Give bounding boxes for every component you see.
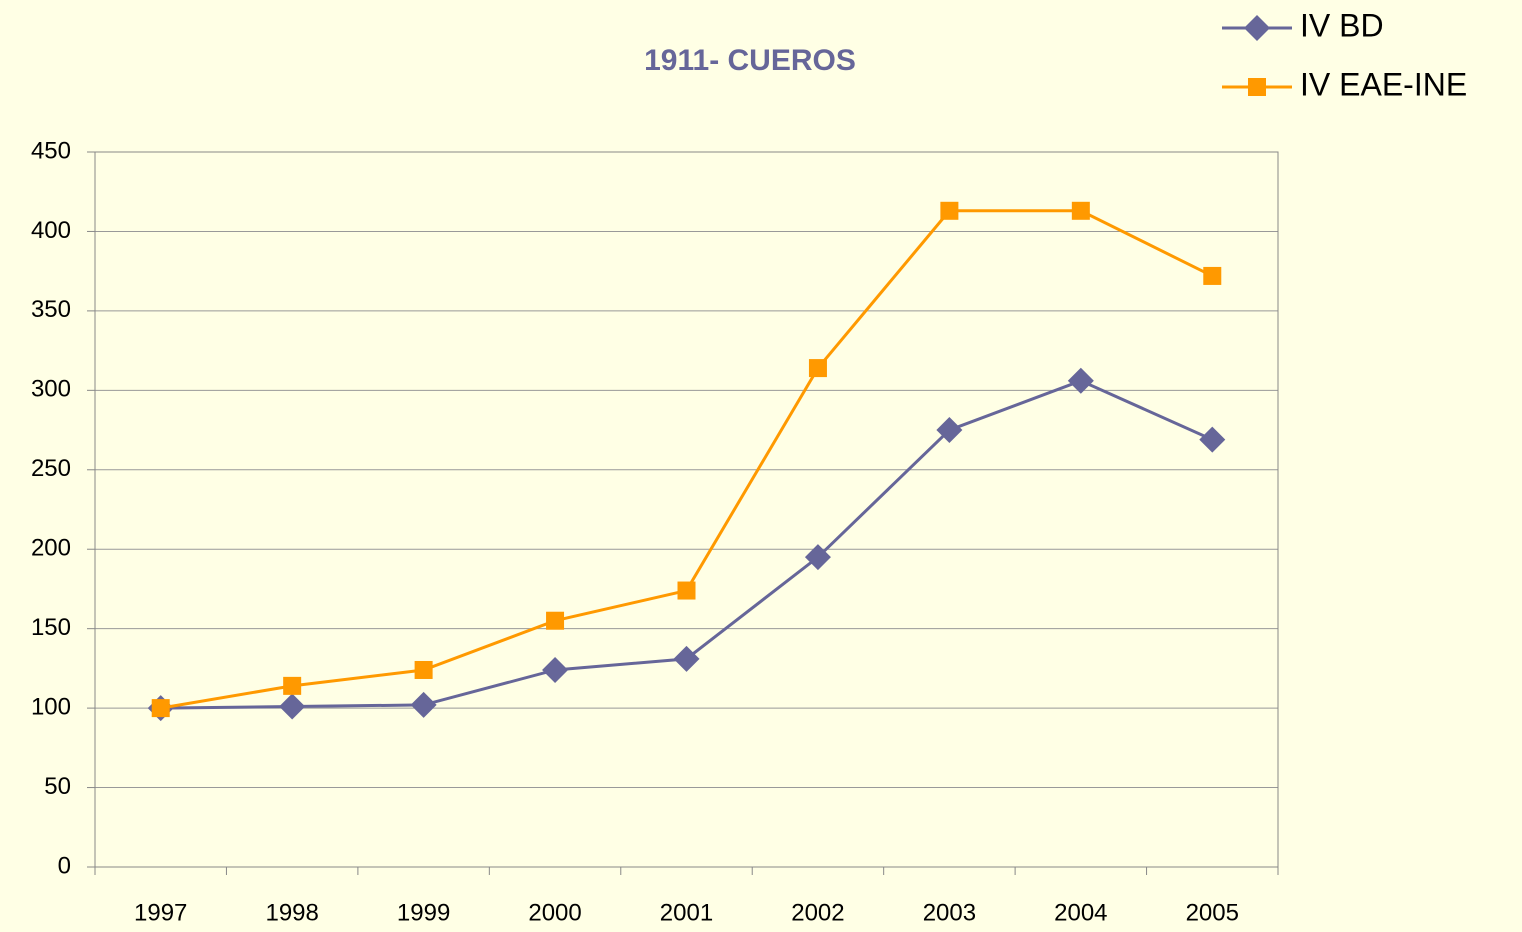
point [410,691,437,718]
x-tick-label: 2003 [923,899,976,926]
x-tick-label: 2002 [791,899,844,926]
point [1071,201,1090,220]
point [677,581,696,600]
point [279,693,306,720]
point [546,611,565,630]
point [940,201,959,220]
point [673,645,700,672]
x-tick-label: 1999 [397,899,450,926]
chart-title: 1911- CUEROS [644,44,856,77]
point [1067,367,1094,394]
point [1203,266,1222,285]
y-tick-label: 350 [31,296,71,323]
x-tick-label: 2005 [1186,899,1239,926]
legend-label: IV EAE-INE [1300,66,1467,102]
y-tick-label: 150 [31,614,71,641]
legend-marker [1244,15,1270,41]
x-tick-label: 2004 [1054,899,1107,926]
y-tick-label: 200 [31,535,71,562]
x-tick-label: 1997 [134,899,187,926]
y-tick-label: 300 [31,376,71,403]
legend-label: IV BD [1300,7,1384,43]
point [283,676,302,695]
point [414,660,433,679]
point [151,699,170,718]
x-tick-label: 1998 [265,899,318,926]
point [808,359,827,378]
x-tick-label: 2000 [528,899,581,926]
point [542,656,569,683]
x-tick-label: 2001 [660,899,713,926]
point [804,544,831,571]
point [1199,426,1226,453]
y-tick-label: 400 [31,217,71,244]
y-tick-label: 100 [31,693,71,720]
y-tick-label: 250 [31,455,71,482]
legend-marker [1248,78,1266,96]
y-tick-label: 0 [58,852,71,879]
y-tick-label: 450 [31,137,71,164]
plot-frame [94,151,1279,868]
y-tick-label: 50 [44,773,71,800]
point [936,417,963,444]
